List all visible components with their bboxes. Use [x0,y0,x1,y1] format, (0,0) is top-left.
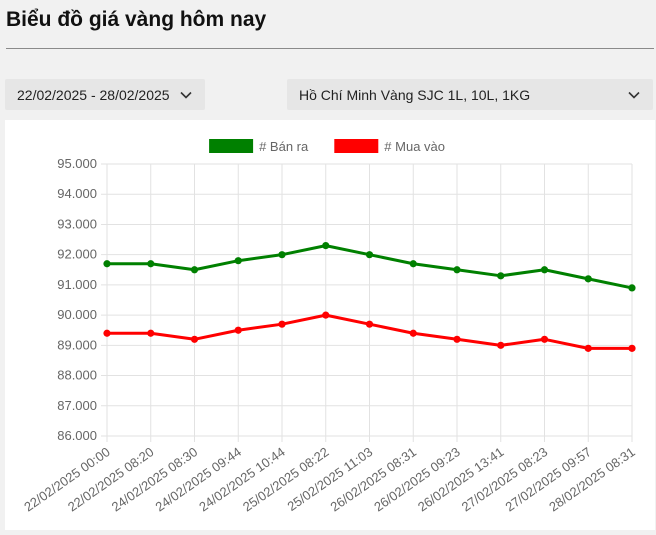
product-value: Hồ Chí Minh Vàng SJC 1L, 10L, 1KG [299,86,531,103]
product-select[interactable]: Hồ Chí Minh Vàng SJC 1L, 10L, 1KG [287,79,653,110]
data-point [497,341,505,349]
data-point [540,335,549,343]
gold-price-chart: 86.000 87.000 88.000 89.000 90.000 91.000 92.0… [21,139,638,515]
series [103,242,636,352]
chevron-down-icon [628,91,640,99]
data-point [628,284,636,292]
y-tick-label: 87.000 [57,398,97,413]
y-tick-label: 91.000 [57,277,97,292]
y-axis: 86.000 87.000 88.000 89.000 90.000 91.000 92.0… [57,156,97,443]
data-point [190,335,199,343]
data-point [103,329,111,337]
title-divider [6,48,654,49]
grid [101,163,633,442]
legend-swatch [334,139,379,153]
data-point [497,272,505,280]
y-tick-label: 94.000 [57,186,97,201]
data-point [365,320,374,328]
data-point [234,326,242,334]
date-range-select[interactable]: 22/02/2025 - 28/02/2025 [5,79,205,110]
data-point [322,242,330,250]
y-tick-label: 89.000 [57,337,97,352]
data-point [234,257,242,265]
data-point [322,311,330,319]
data-point [147,329,155,337]
data-point [453,335,461,343]
data-point [409,260,417,268]
y-tick-label: 93.000 [57,216,97,231]
data-point [147,260,155,268]
data-point [409,329,417,337]
legend-label: # Mua vào [384,139,445,154]
y-tick-label: 92.000 [57,247,97,262]
data-point [453,266,461,274]
data-point [103,260,111,268]
data-point [190,266,199,274]
data-point [278,251,286,259]
page-title: Biểu đồ giá vàng hôm nay [6,8,267,31]
y-tick-label: 95.000 [57,156,97,171]
y-tick-label: 86.000 [57,428,97,443]
data-point [540,266,549,274]
y-tick-label: 90.000 [57,307,97,322]
chevron-down-icon [180,91,192,99]
legend-swatch [209,139,254,153]
legend-label: # Bán ra [259,139,309,154]
y-tick-label: 88.000 [57,368,97,383]
chart-panel: 86.000 87.000 88.000 89.000 90.000 91.000 92.0… [5,120,655,530]
legend: # Bán ra # Mua vào [209,139,445,154]
data-point [584,344,592,352]
data-point [278,320,286,328]
date-range-value: 22/02/2025 - 28/02/2025 [17,86,170,103]
data-point [628,344,636,352]
data-point [584,275,592,283]
data-point [365,251,374,259]
